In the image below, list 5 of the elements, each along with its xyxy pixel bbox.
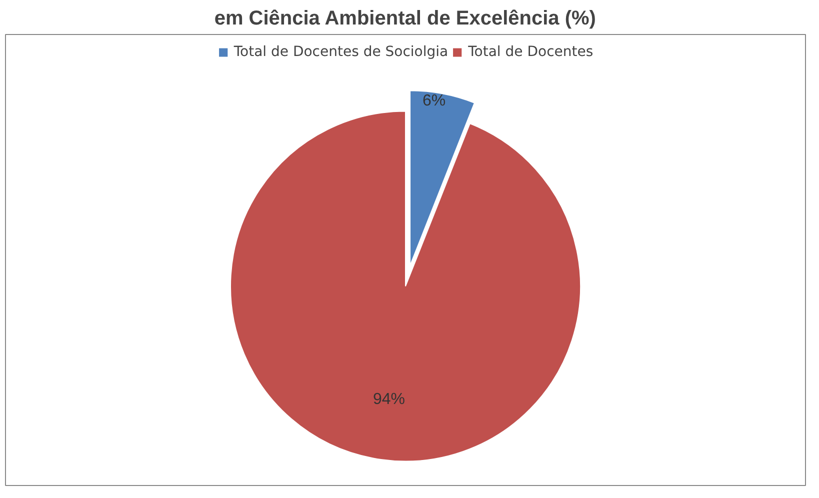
data-label: 6%	[422, 92, 446, 110]
chart-title: em Ciência Ambiental de Excelência (%)	[214, 8, 596, 30]
data-label: 94%	[373, 391, 406, 408]
legend-label: Total de Docentes de Sociolgia	[234, 44, 448, 60]
legend-label: Total de Docentes	[468, 44, 594, 60]
